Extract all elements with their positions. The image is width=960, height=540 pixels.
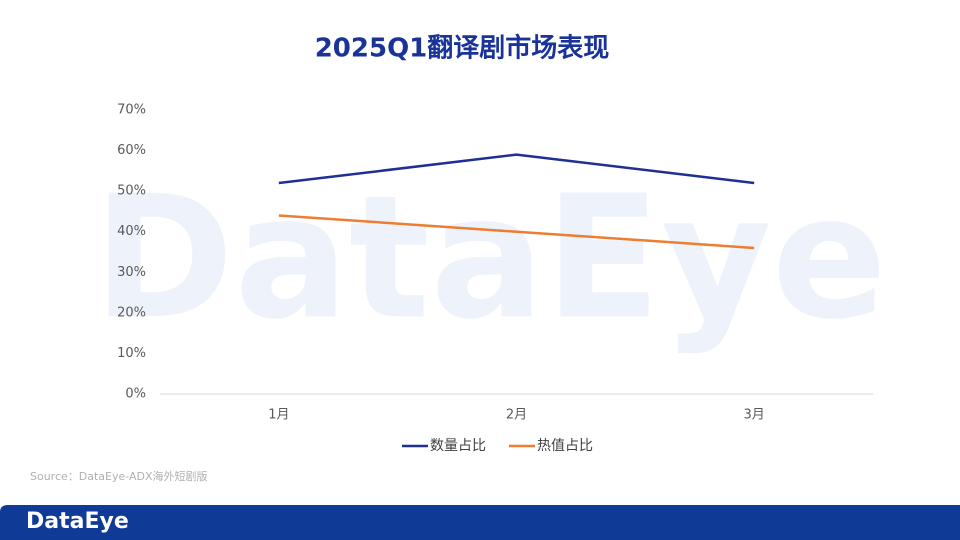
legend-label: 数量占比 [430,438,486,454]
x-tick-label: 2月 [506,408,527,423]
y-tick-label: 10% [117,346,146,361]
y-tick-label: 0% [125,387,146,402]
footer-bar [0,505,960,540]
y-tick-label: 60% [117,143,146,158]
y-tick-label: 30% [117,265,146,280]
data-line [278,153,755,185]
y-tick-label: 40% [117,224,146,239]
legend-label: 热值占比 [537,438,593,454]
watermark: DataEye [93,159,887,357]
y-tick-label: 70% [117,103,146,118]
footer-logo: DataEye [26,509,129,534]
data-line [278,214,755,250]
x-tick-label: 3月 [744,408,765,423]
x-tick-label: 1月 [268,408,289,423]
y-tick-label: 50% [117,184,146,199]
source-note: Source：DataEye-ADX海外短剧版 [30,469,208,483]
y-tick-label: 20% [117,305,146,320]
chart-title: 2025Q1翻译剧市场表现 [315,33,610,64]
